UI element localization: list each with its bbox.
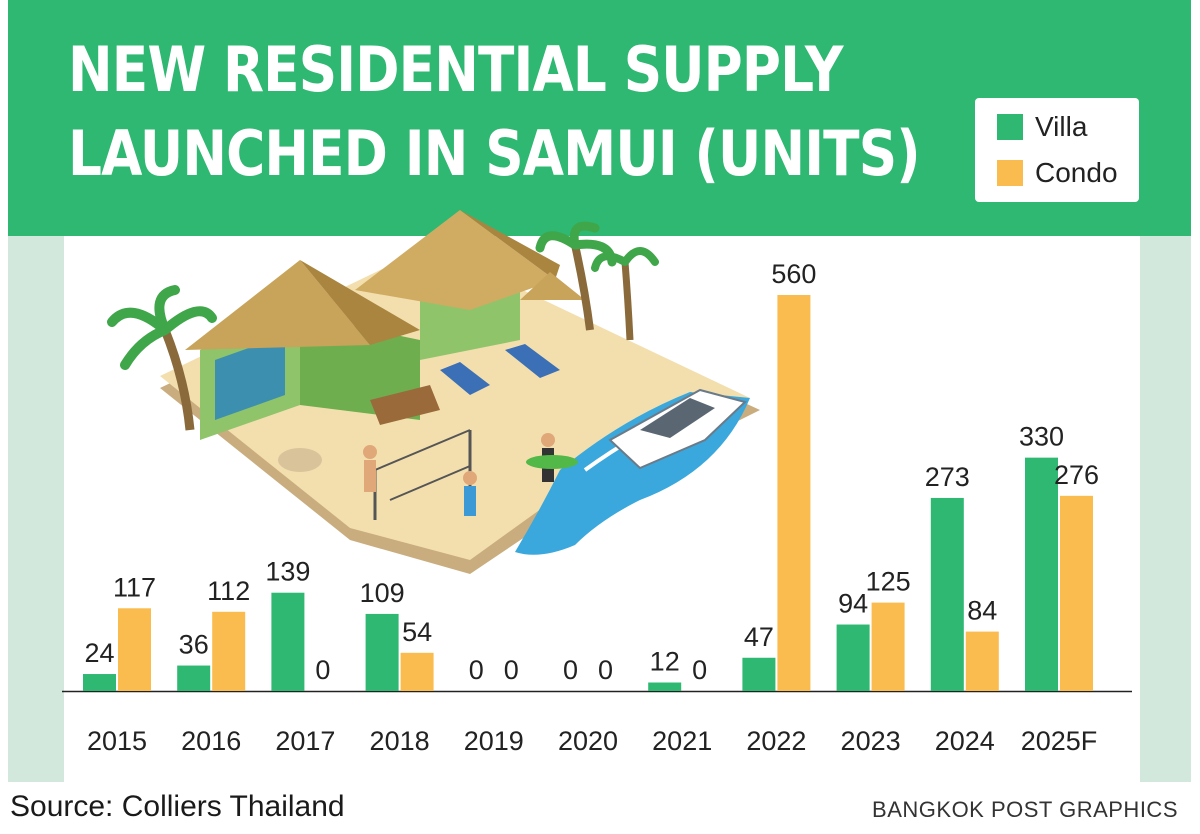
value-label-villa-2019: 0 xyxy=(469,655,484,685)
legend-item-villa: Villa xyxy=(997,111,1088,142)
value-label-villa-2022: 47 xyxy=(744,622,774,652)
value-label-condo-2018: 54 xyxy=(402,617,432,647)
bar-villa-2023 xyxy=(836,624,870,691)
value-label-condo-2015: 117 xyxy=(113,572,156,602)
x-tick-2015: 2015 xyxy=(87,726,147,756)
value-label-condo-2022: 560 xyxy=(771,259,816,289)
bar-villa-2021 xyxy=(648,682,682,691)
graphics-credit: BANGKOK POST GRAPHICS xyxy=(872,797,1178,822)
chart-title: NEW RESIDENTIAL SUPPLY LAUNCHED IN SAMUI… xyxy=(68,33,921,190)
legend-swatch-condo xyxy=(997,160,1023,186)
value-label-villa-2016: 36 xyxy=(179,630,209,660)
legend-label-villa: Villa xyxy=(1035,111,1088,142)
bar-villa-2017 xyxy=(271,592,305,691)
x-tick-2022: 2022 xyxy=(746,726,806,756)
bar-condo-2016 xyxy=(212,611,246,691)
bar-condo-2022 xyxy=(777,295,811,691)
bar-villa-2024 xyxy=(930,497,964,691)
bar-villa-2025F xyxy=(1025,457,1058,691)
bar-villa-2015 xyxy=(83,674,116,691)
value-label-condo-2021: 0 xyxy=(692,655,707,685)
x-tick-2019: 2019 xyxy=(464,726,524,756)
value-label-condo-2025F: 276 xyxy=(1054,460,1099,490)
x-tick-2017: 2017 xyxy=(275,726,335,756)
legend-label-condo: Condo xyxy=(1035,157,1118,188)
bar-condo-2023 xyxy=(871,602,905,691)
bar-villa-2018 xyxy=(365,613,399,691)
value-label-villa-2021: 12 xyxy=(650,647,680,677)
value-label-condo-2024: 84 xyxy=(967,596,997,626)
value-label-condo-2023: 125 xyxy=(866,567,911,597)
value-label-villa-2023: 94 xyxy=(838,589,868,619)
bar-villa-2022 xyxy=(742,657,776,691)
x-tick-labels: 2015 2016 2017 2018 2019 2020 2021 2022 2023 2024… xyxy=(87,726,1097,756)
x-tick-2021: 2021 xyxy=(652,726,712,756)
legend-item-condo: Condo xyxy=(997,157,1118,188)
value-label-condo-2020: 0 xyxy=(598,655,613,685)
value-label-condo-2019: 0 xyxy=(504,655,519,685)
value-label-villa-2024: 273 xyxy=(925,462,970,492)
value-label-condo-2017: 0 xyxy=(315,655,330,685)
value-label-villa-2025F: 330 xyxy=(1019,422,1064,452)
header-banner: NEW RESIDENTIAL SUPPLY LAUNCHED IN SAMUI… xyxy=(8,0,1191,236)
value-label-condo-2016: 112 xyxy=(207,576,250,606)
value-label-villa-2015: 24 xyxy=(84,638,114,668)
source-note: Source: Colliers Thailand xyxy=(10,790,345,823)
bar-condo-2015 xyxy=(118,608,151,691)
x-tick-2020: 2020 xyxy=(558,726,618,756)
x-tick-2023: 2023 xyxy=(841,726,901,756)
x-tick-2024: 2024 xyxy=(935,726,995,756)
bar-condo-2018 xyxy=(400,652,434,691)
value-label-villa-2018: 109 xyxy=(360,578,405,608)
legend-swatch-villa xyxy=(997,114,1023,140)
value-label-villa-2020: 0 xyxy=(563,655,578,685)
bar-condo-2024 xyxy=(965,631,999,691)
bar-condo-2025F xyxy=(1060,495,1093,691)
x-tick-2018: 2018 xyxy=(370,726,430,756)
beach-resort-illustration xyxy=(107,210,760,574)
x-tick-2016: 2016 xyxy=(181,726,241,756)
value-label-villa-2017: 139 xyxy=(265,557,310,587)
bar-villa-2016 xyxy=(177,665,211,691)
legend: Villa Condo xyxy=(975,98,1139,202)
bars xyxy=(83,295,1093,691)
x-tick-2025F: 2025F xyxy=(1021,726,1098,756)
